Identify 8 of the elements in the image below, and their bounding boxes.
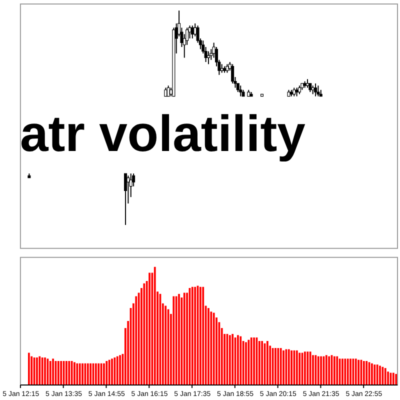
candlestick (166, 85, 170, 97)
candlestick (314, 82, 318, 97)
candlestick (239, 85, 242, 97)
text: atr volatility (20, 105, 306, 162)
candlestick (124, 172, 128, 226)
candlestick (316, 85, 320, 97)
candlestick (231, 64, 234, 84)
candlestick (206, 50, 210, 65)
